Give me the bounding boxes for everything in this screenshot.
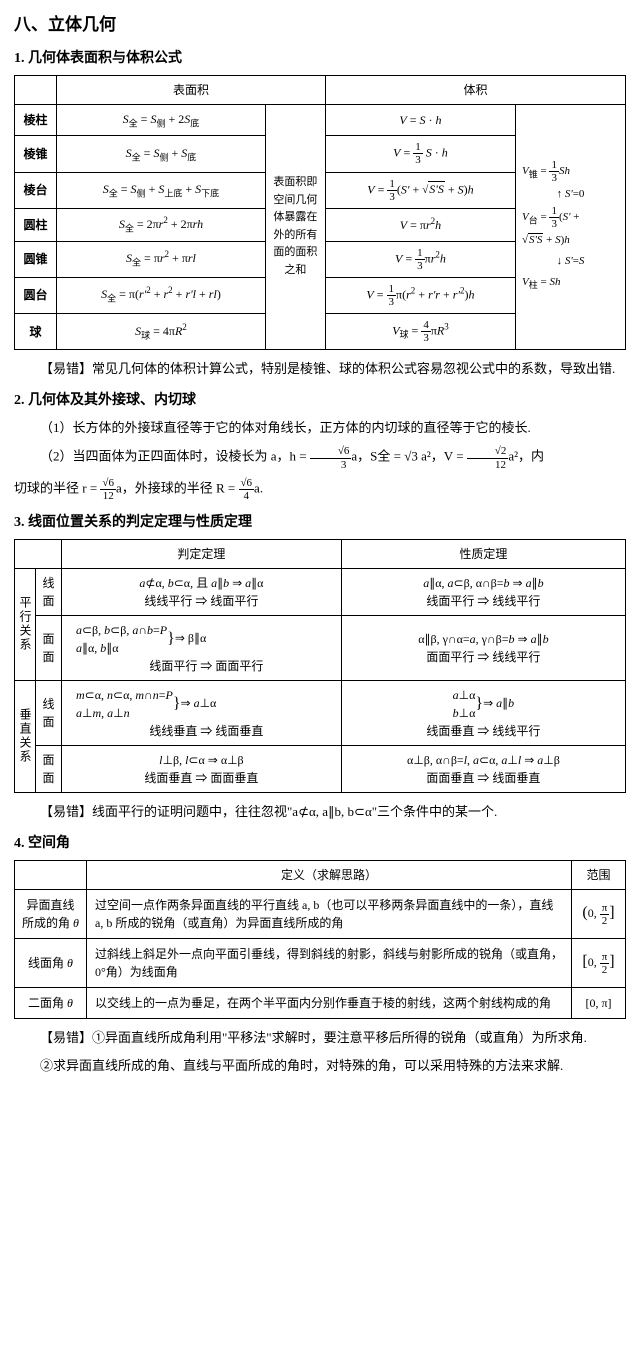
cell: S全 = S侧 + S底 <box>57 136 266 172</box>
cell: V = πr2h <box>325 208 515 241</box>
cell: S全 = S侧 + 2S底 <box>57 104 266 136</box>
cell: [0, π2] <box>572 938 626 987</box>
col-judge: 判定定理 <box>62 539 342 568</box>
cell: V = 13π(r2 + r'r + r'2)h <box>325 277 515 313</box>
sec1-error: 【易错】常见几何体的体积计算公式，特别是棱锥、球的体积公式容易忽视公式中的系数，… <box>14 358 626 380</box>
row-frustum: 棱台 <box>15 172 57 208</box>
cell: 过空间一点作两条异面直线的平行直线 a, b（也可以平移两条异面直线中的一条），… <box>87 889 572 938</box>
cell: a∥α, a⊂β, α∩β=b ⇒ a∥b线面平行 ⇒ 线线平行 <box>341 568 625 615</box>
cell: S球 = 4πR2 <box>57 314 266 350</box>
cell: 以交线上的一点为垂足，在两个半平面内分别作垂直于棱的射线，这两个射线构成的角 <box>87 987 572 1018</box>
group-parallel: 平行关系 <box>15 568 36 680</box>
sec4-heading: 4. 空间角 <box>14 833 626 854</box>
col-prop: 性质定理 <box>341 539 625 568</box>
sub-planeplane: 面面 <box>36 615 62 680</box>
table-surface-volume: 表面积 体积 棱柱 S全 = S侧 + 2S底 表面积即空间几何体暴露在外的所有… <box>14 75 626 351</box>
col-def: 定义（求解思路） <box>87 860 572 889</box>
cell: S全 = π(r'2 + r2 + r'l + rl) <box>57 277 266 313</box>
col-area: 表面积 <box>57 75 326 104</box>
sub-planeplane2: 面面 <box>36 745 62 792</box>
sec2-p1: （1）长方体的外接球直径等于它的体对角线长，正方体的内切球的直径等于它的棱长. <box>14 417 626 439</box>
row-pyramid: 棱锥 <box>15 136 57 172</box>
cell: a⊥αb⊥α}⇒ a∥b线面垂直 ⇒ 线线平行 <box>341 680 625 745</box>
sec2-p3: 切球的半径 r = √612a，外接球的半径 R = √64a. <box>14 477 626 502</box>
sec2-p2: （2）当四面体为正四面体时，设棱长为 a，h = √63a，S全 = √3 a²… <box>14 445 626 470</box>
cell: V = 13(S' + S'S + S)h <box>325 172 515 208</box>
cell: m⊂α, n⊂α, m∩n=Pa⊥m, a⊥n}⇒ a⊥α线线垂直 ⇒ 线面垂直 <box>62 680 342 745</box>
col-range: 范围 <box>572 860 626 889</box>
cell: V = 13 S · h <box>325 136 515 172</box>
row-prism: 棱柱 <box>15 104 57 136</box>
row-sphere: 球 <box>15 314 57 350</box>
cell: S全 = πr2 + πrl <box>57 241 266 277</box>
cell: V = 13πr2h <box>325 241 515 277</box>
cell: l⊥β, l⊂α ⇒ α⊥β线面垂直 ⇒ 面面垂直 <box>62 745 342 792</box>
row-dihedral: 二面角 θ <box>15 987 87 1018</box>
sub-lineplane2: 线面 <box>36 680 62 745</box>
sec3-heading: 3. 线面位置关系的判定定理与性质定理 <box>14 512 626 533</box>
sec4-error1: 【易错】①异面直线所成角利用"平移法"求解时，要注意平移后所得的锐角（或直角）为… <box>14 1027 626 1049</box>
row-cone: 圆锥 <box>15 241 57 277</box>
cell: a⊂β, b⊂β, a∩b=Pa∥α, b∥α}⇒ β∥α线面平行 ⇒ 面面平行 <box>62 615 342 680</box>
right-note: V锥 = 13Sh ↑ S'=0 V台 = 13(S' + S'S + S)h … <box>516 104 626 350</box>
group-perp: 垂直关系 <box>15 680 36 792</box>
row-lineplane-angle: 线面角 θ <box>15 938 87 987</box>
sec2-heading: 2. 几何体及其外接球、内切球 <box>14 390 626 411</box>
cell: S全 = S侧 + S上底 + S下底 <box>57 172 266 208</box>
cell: 过斜线上斜足外一点向平面引垂线，得到斜线的射影，斜线与射影所成的锐角（或直角，0… <box>87 938 572 987</box>
cell: a⊄α, b⊂α, 且 a∥b ⇒ a∥α线线平行 ⇒ 线面平行 <box>62 568 342 615</box>
cell: V = S · h <box>325 104 515 136</box>
cell: α⊥β, α∩β=l, a⊂α, a⊥l ⇒ a⊥β面面垂直 ⇒ 线面垂直 <box>341 745 625 792</box>
page-title: 八、立体几何 <box>14 12 626 38</box>
row-skew: 异面直线所成的角 θ <box>15 889 87 938</box>
row-conefrustum: 圆台 <box>15 277 57 313</box>
col-vol: 体积 <box>325 75 625 104</box>
cell: (0, π2] <box>572 889 626 938</box>
cell: S全 = 2πr2 + 2πrh <box>57 208 266 241</box>
row-cylinder: 圆柱 <box>15 208 57 241</box>
table-angles: 定义（求解思路） 范围 异面直线所成的角 θ 过空间一点作两条异面直线的平行直线… <box>14 860 626 1019</box>
cell: V球 = 43πR3 <box>325 314 515 350</box>
sec3-error: 【易错】线面平行的证明问题中，往往忽视"a⊄α, a∥b, b⊂α"三个条件中的… <box>14 801 626 823</box>
sub-lineplane: 线面 <box>36 568 62 615</box>
cell: α∥β, γ∩α=a, γ∩β=b ⇒ a∥b面面平行 ⇒ 线线平行 <box>341 615 625 680</box>
sec4-error2: ②求异面直线所成的角、直线与平面所成的角时，对特殊的角，可以采用特殊的方法来求解… <box>14 1055 626 1077</box>
sec1-heading: 1. 几何体表面积与体积公式 <box>14 48 626 69</box>
mid-note: 表面积即空间几何体暴露在外的所有面的面积之和 <box>265 104 325 350</box>
cell: [0, π] <box>572 987 626 1018</box>
table-theorems: 判定定理 性质定理 平行关系 线面 a⊄α, b⊂α, 且 a∥b ⇒ a∥α线… <box>14 539 626 793</box>
